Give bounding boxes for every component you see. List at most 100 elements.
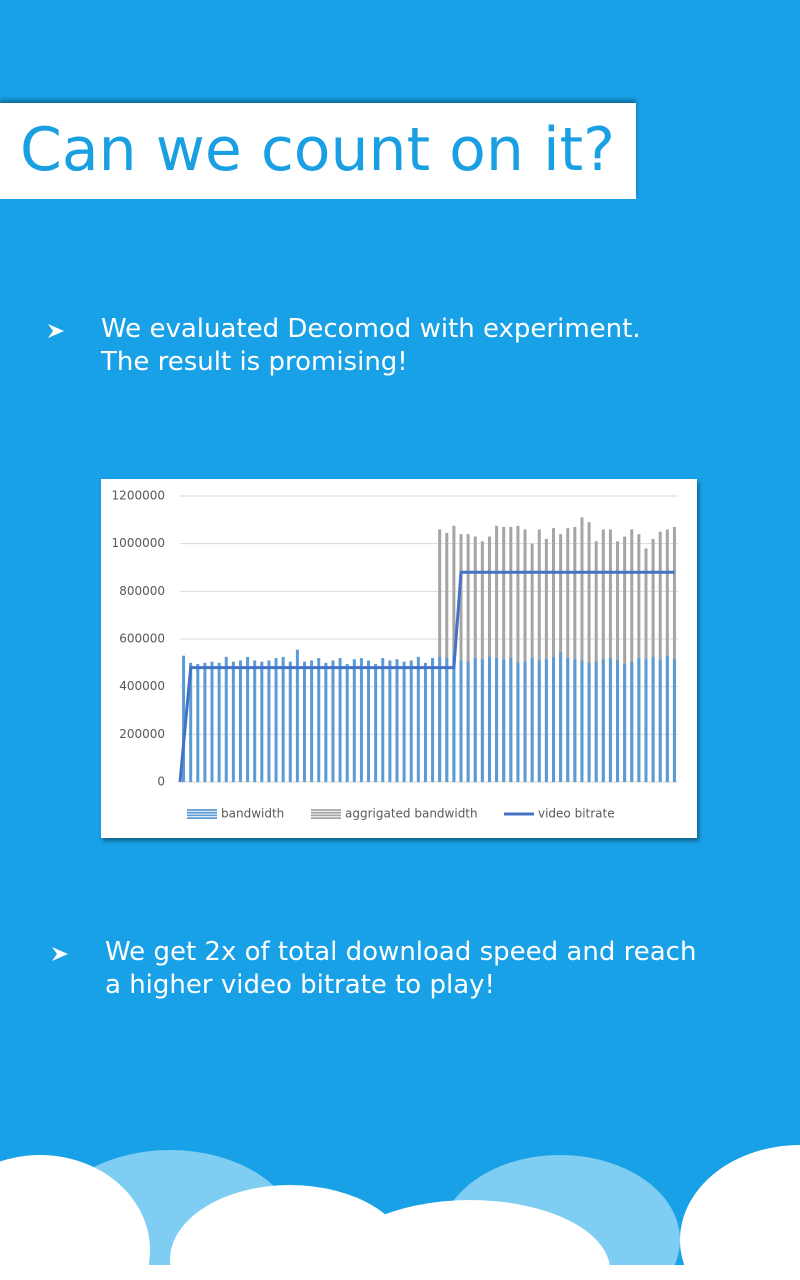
bullet-icon <box>48 324 64 338</box>
bar <box>637 534 641 782</box>
y-tick-label: 1200000 <box>112 489 165 503</box>
y-tick-label: 0 <box>157 775 165 789</box>
bar <box>480 659 484 782</box>
bar <box>495 658 499 782</box>
bar <box>445 532 449 782</box>
bullet-icon <box>52 947 68 961</box>
bullet-line: a higher video bitrate to play! <box>105 970 495 1000</box>
bar <box>388 660 392 782</box>
bar <box>623 536 627 782</box>
bar <box>402 661 406 782</box>
bar <box>516 662 520 782</box>
bar <box>452 655 456 782</box>
bar <box>466 534 470 782</box>
bullet-line: We evaluated Decomod with experiment. <box>101 314 641 344</box>
bullet-line: The result is promising! <box>101 347 408 377</box>
bar <box>288 661 292 782</box>
bar <box>587 662 591 782</box>
bar <box>580 660 584 782</box>
bar <box>566 528 570 782</box>
bar <box>409 660 413 782</box>
bar <box>317 658 321 782</box>
line <box>178 570 675 783</box>
bar <box>295 649 299 782</box>
bar <box>509 526 513 782</box>
bar <box>552 528 555 782</box>
bar <box>374 664 378 782</box>
clouds <box>0 1145 800 1280</box>
y-tick-label: 1000000 <box>112 536 165 550</box>
title: Can we count on it? <box>20 115 616 185</box>
bar <box>623 664 627 782</box>
bar <box>331 660 335 782</box>
bar <box>587 522 591 782</box>
bar <box>672 526 676 782</box>
bar <box>608 658 612 782</box>
bullet: We get 2x of total download speed and re… <box>105 936 696 1002</box>
bar <box>630 529 634 782</box>
title-box: Can we count on it? <box>0 103 636 199</box>
bar <box>224 656 228 782</box>
bar <box>573 526 577 782</box>
bar <box>601 529 605 782</box>
bar <box>238 660 242 782</box>
bar <box>473 658 477 782</box>
bar <box>594 661 598 782</box>
y-tick-label: 800000 <box>119 584 165 598</box>
bar <box>637 658 641 782</box>
bar <box>537 529 541 782</box>
bar <box>303 661 306 782</box>
bar <box>367 660 371 782</box>
bar <box>580 517 584 782</box>
bar <box>601 659 605 782</box>
bar <box>487 656 491 782</box>
bar <box>246 656 250 782</box>
bullet-line: We get 2x of total download speed and re… <box>105 937 697 967</box>
bar <box>608 529 612 782</box>
bar <box>182 655 186 782</box>
bar <box>523 661 527 782</box>
bar <box>267 660 271 782</box>
bar <box>217 662 221 782</box>
y-tick-label: 200000 <box>119 727 165 741</box>
bar <box>352 659 356 782</box>
bar <box>210 661 214 782</box>
bar <box>559 652 563 782</box>
bar <box>416 656 420 782</box>
bar <box>381 658 385 782</box>
bar <box>189 662 193 782</box>
bar <box>231 661 235 782</box>
bar <box>644 659 648 782</box>
bar <box>324 662 328 782</box>
bar <box>544 659 548 782</box>
legend-label: aggrigated bandwidth <box>345 807 478 821</box>
bar <box>423 662 427 782</box>
bar <box>616 660 620 782</box>
bar <box>537 660 541 782</box>
bar <box>260 661 264 782</box>
y-tick-label: 400000 <box>119 679 165 693</box>
bar <box>495 525 499 782</box>
bar <box>438 529 442 782</box>
bar <box>281 656 285 782</box>
bar <box>459 660 463 782</box>
legend-label: video bitrate <box>538 807 615 821</box>
bar <box>466 661 470 782</box>
bar <box>516 525 520 782</box>
bar <box>395 659 399 782</box>
bullet: We evaluated Decomod with experiment. Th… <box>101 313 641 379</box>
bar <box>665 655 669 782</box>
bar <box>253 660 257 782</box>
bar <box>274 658 278 782</box>
bar <box>658 531 662 782</box>
bar <box>658 660 662 782</box>
bar <box>445 658 449 782</box>
bar <box>665 529 669 782</box>
chart: 0 200000 400000 600000 800000 1000000 1200000 b… <box>101 479 697 838</box>
bar <box>438 656 442 782</box>
bar <box>338 658 342 782</box>
bar <box>566 658 570 782</box>
legend-label: bandwidth <box>221 807 284 821</box>
bar <box>203 662 207 782</box>
y-tick-label: 600000 <box>119 632 165 646</box>
